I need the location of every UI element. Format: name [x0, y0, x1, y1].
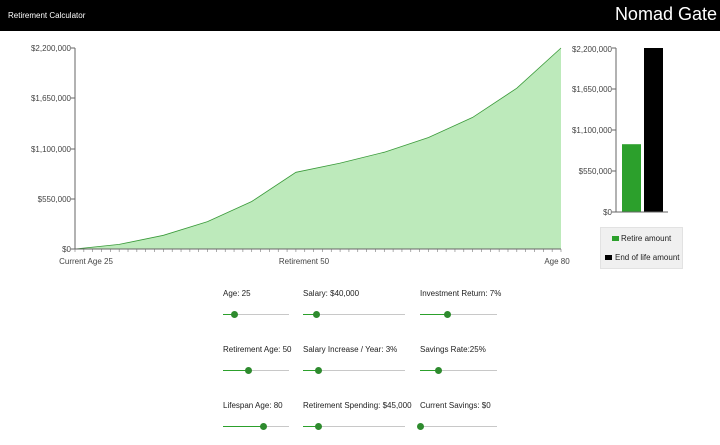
savings-rate-slider[interactable]	[420, 366, 497, 375]
slider-track	[303, 426, 405, 427]
area-y-tick-label: $0	[62, 245, 71, 254]
investment-return-label: Investment Return: 7%	[420, 289, 502, 298]
end-of-life-amount-bar	[644, 48, 663, 212]
area-x-tick-label: Age 80	[544, 257, 570, 266]
savings-area	[75, 48, 561, 249]
savings-area-chart: $0 $550,000 $1,100,000 $1,650,000 $2,200…	[31, 44, 570, 266]
slider-track	[303, 314, 405, 315]
lifespan-age-slider[interactable]	[223, 422, 289, 431]
slider-thumb[interactable]	[231, 311, 239, 318]
current-savings-label: Current Savings: $0	[420, 401, 491, 410]
lifespan-age-label: Lifespan Age: 80	[223, 401, 283, 410]
current-savings-slider[interactable]	[417, 422, 497, 431]
age-label: Age: 25	[223, 289, 251, 298]
area-y-axis: $0 $550,000 $1,100,000 $1,650,000 $2,200…	[31, 44, 76, 254]
area-y-tick-label: $1,650,000	[31, 94, 72, 103]
area-y-tick-label: $1,100,000	[31, 145, 72, 154]
age-slider[interactable]	[223, 310, 289, 319]
salary-slider[interactable]	[303, 310, 405, 319]
slider-track	[420, 426, 497, 427]
slider-fill	[303, 314, 317, 315]
slider-thumb[interactable]	[259, 423, 267, 430]
slider-fill	[223, 314, 235, 315]
slider-thumb[interactable]	[417, 423, 424, 430]
slider-thumb[interactable]	[315, 423, 323, 430]
retire-amount-bar	[622, 144, 641, 212]
slider-fill	[420, 370, 439, 371]
savings-rate-label: Savings Rate:25%	[420, 345, 486, 354]
area-x-tick-label: Current Age 25	[59, 257, 113, 266]
retirement-age-slider[interactable]	[223, 366, 289, 375]
legend-swatch-end	[605, 255, 612, 260]
retirement-spending-label: Retirement Spending: $45,000	[303, 401, 412, 410]
slider-fill	[223, 370, 249, 371]
slider-track	[303, 370, 405, 371]
area-y-tick-label: $2,200,000	[31, 44, 72, 53]
slider-fill	[223, 426, 263, 427]
legend-label-end: End of life amount	[615, 253, 680, 262]
bar-y-tick-label: $0	[603, 208, 612, 217]
slider-thumb[interactable]	[315, 367, 323, 374]
slider-track	[420, 314, 497, 315]
bar-y-tick-label: $550,000	[579, 167, 613, 176]
area-y-tick-label: $550,000	[38, 195, 72, 204]
slider-fill	[420, 314, 447, 315]
slider-fill	[303, 370, 319, 371]
bar-y-tick-label: $1,650,000	[572, 85, 613, 94]
slider-track	[223, 370, 289, 371]
investment-return-slider[interactable]	[420, 310, 497, 319]
legend-swatch-retire	[612, 236, 619, 241]
slider-fill	[303, 426, 319, 427]
legend-label-retire: Retire amount	[621, 234, 672, 243]
retirement-spending-slider[interactable]	[303, 422, 405, 431]
slider-thumb[interactable]	[443, 311, 451, 318]
bar-y-tick-label: $1,100,000	[572, 126, 613, 135]
slider-thumb[interactable]	[313, 311, 321, 318]
salary-increase-label: Salary Increase / Year: 3%	[303, 345, 398, 354]
slider-track	[223, 314, 289, 315]
salary-increase-slider[interactable]	[303, 366, 405, 375]
app-title: Retirement Calculator	[8, 11, 86, 20]
savings-line	[74, 47, 562, 250]
salary-label: Salary: $40,000	[303, 289, 360, 298]
bar-y-axis: $0 $550,000 $1,100,000 $1,650,000 $2,200…	[572, 45, 617, 217]
bar-chart-legend: Retire amount End of life amount	[600, 227, 683, 269]
area-x-tick-label: Retirement 50	[279, 257, 330, 266]
amount-bar-chart: $0 $550,000 $1,100,000 $1,650,000 $2,200…	[572, 45, 668, 217]
brand-logo-text[interactable]: Nomad Gate	[614, 4, 717, 24]
slider-track	[420, 370, 497, 371]
top-bar: Retirement Calculator Nomad Gate	[0, 0, 720, 31]
slider-thumb[interactable]	[245, 367, 253, 374]
bar-y-tick-label: $2,200,000	[572, 45, 613, 54]
slider-thumb[interactable]	[435, 367, 443, 374]
retirement-age-label: Retirement Age: 50	[223, 345, 292, 354]
